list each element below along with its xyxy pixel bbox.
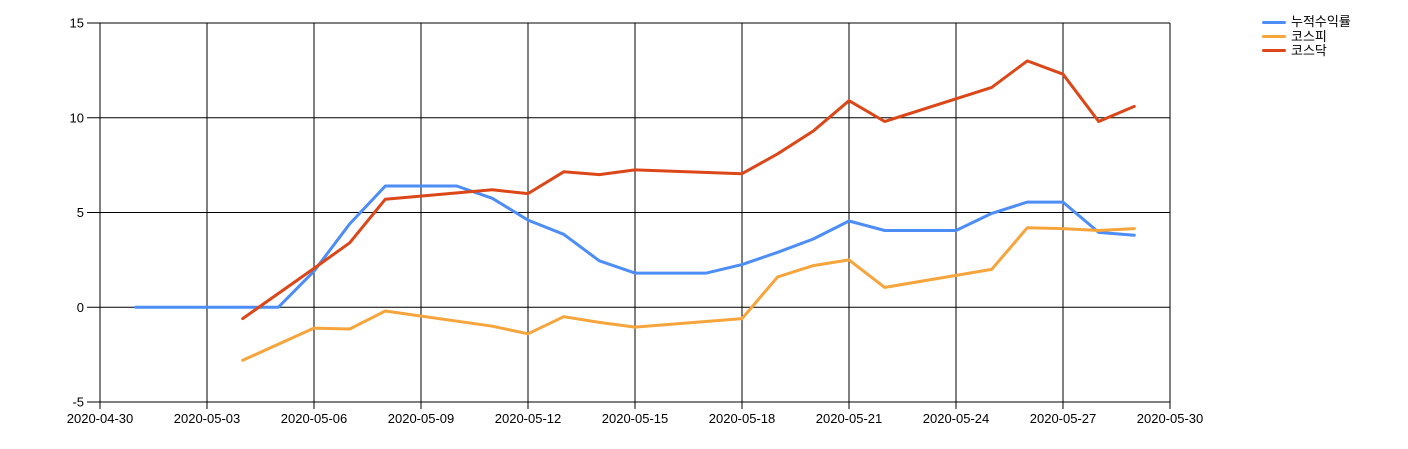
series-line-0 [134,184,1136,309]
y-tick-label: 15 [70,16,84,31]
legend-label: 코스닥 [1291,42,1327,58]
legend-label: 코스피 [1291,28,1327,44]
x-tick-label: 2020-05-12 [495,411,562,426]
chart-legend: 누적수익률 코스피 코스닥 [1262,15,1351,58]
y-tick-label: 0 [77,300,84,315]
x-tick-label: 2020-05-24 [923,411,990,426]
x-tick-label: 2020-05-15 [602,411,669,426]
x-tick-label: 2020-05-03 [174,411,241,426]
legend-item-cumulative-return: 누적수익률 [1262,15,1351,29]
legend-line-swatch-orange [1262,35,1286,39]
legend-label: 누적수익률 [1291,14,1351,30]
legend-line-swatch-blue [1262,20,1286,24]
x-tick-label: 2020-05-30 [1137,411,1204,426]
x-tick-label: 2020-05-21 [816,411,883,426]
legend-line-swatch-red [1262,49,1286,53]
legend-item-kospi: 코스피 [1262,29,1351,43]
y-tick-label: 10 [70,110,84,125]
series-line-2 [241,59,1136,321]
y-tick-label: -5 [72,395,84,410]
x-tick-label: 2020-05-18 [709,411,776,426]
series-line-1 [241,226,1136,362]
x-tick-label: 2020-04-30 [67,411,134,426]
x-tick-label: 2020-05-27 [1030,411,1097,426]
x-tick-label: 2020-05-06 [281,411,348,426]
legend-item-kosdaq: 코스닥 [1262,42,1351,58]
y-tick-label: 5 [77,205,84,220]
x-tick-label: 2020-05-09 [388,411,455,426]
